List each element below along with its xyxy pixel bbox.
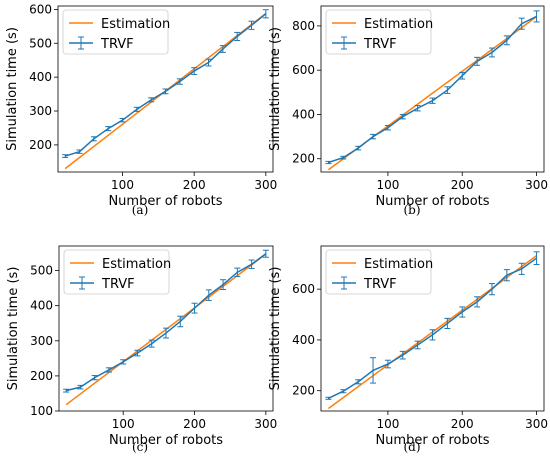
y-tick-label: 400 (292, 107, 315, 121)
legend-label: Estimation (102, 257, 171, 272)
x-axis-label: Number of robots (108, 194, 222, 209)
y-axis-label: Simulation time (s) (268, 267, 283, 391)
x-tick-label: 200 (183, 178, 206, 192)
x-tick-label: 300 (254, 178, 277, 192)
y-tick-label: 100 (30, 404, 53, 418)
panel-caption: (b) (403, 203, 420, 217)
legend: Estimation TRVF (325, 249, 433, 295)
x-axis-label: Number of robots (375, 194, 489, 209)
y-tick-label: 800 (292, 19, 315, 33)
legend-label: TRVF (363, 37, 397, 52)
y-tick-label: 400 (30, 299, 53, 313)
y-tick-label: 600 (29, 2, 52, 16)
y-tick-label: 200 (30, 369, 53, 383)
plot-frame (320, 5, 545, 173)
x-tick-label: 300 (254, 417, 277, 431)
x-tick-label: 100 (112, 417, 135, 431)
plot-frame (57, 5, 274, 173)
x-axis-label: Number of robots (375, 433, 489, 448)
legend-label: TRVF (363, 277, 397, 292)
x-tick-label: 200 (451, 178, 474, 192)
chart-panel: 100 200 300 200 400 600 800 Estimation TRVF Numbe… (268, 5, 548, 217)
legend: Estimation TRVF (62, 9, 170, 55)
y-tick-label: 500 (30, 264, 53, 278)
panel-caption: (a) (132, 203, 149, 217)
x-tick-label: 100 (376, 417, 399, 431)
x-tick-label: 300 (525, 417, 548, 431)
y-axis-label: Simulation time (s) (268, 27, 283, 151)
x-tick-label: 100 (376, 178, 399, 192)
y-axis-label: Simulation time (s) (6, 267, 21, 391)
plot-frame (58, 245, 274, 412)
y-tick-label: 300 (30, 334, 53, 348)
y-axis-label: Simulation time (s) (5, 27, 20, 151)
legend-label: Estimation (364, 17, 433, 32)
x-tick-label: 200 (451, 417, 474, 431)
legend-label: TRVF (101, 277, 135, 292)
x-tick-label: 100 (111, 178, 134, 192)
y-tick-label: 600 (292, 282, 315, 296)
x-axis-label: Number of robots (109, 433, 223, 448)
panel-caption: (d) (403, 440, 420, 454)
panel-caption: (c) (132, 440, 148, 454)
y-tick-label: 600 (292, 63, 315, 77)
chart-panel: 100 200 300 200 400 600 Estimation TRVF Number o… (268, 245, 548, 454)
legend: Estimation TRVF (63, 249, 171, 295)
legend-label: Estimation (364, 257, 433, 272)
y-tick-label: 500 (29, 36, 52, 50)
y-tick-label: 200 (29, 138, 52, 152)
y-tick-label: 400 (292, 333, 315, 347)
y-tick-label: 200 (292, 384, 315, 398)
chart-panel: 100 200 300 200 300 400 500 600 Estimation TRVF Nu… (5, 2, 277, 217)
plot-frame (320, 245, 545, 412)
y-tick-label: 400 (29, 70, 52, 84)
y-tick-label: 200 (292, 152, 315, 166)
x-tick-label: 200 (183, 417, 206, 431)
x-tick-label: 300 (525, 178, 548, 192)
legend-label: Estimation (101, 17, 170, 32)
legend: Estimation TRVF (325, 9, 433, 55)
y-tick-label: 300 (29, 104, 52, 118)
legend-label: TRVF (100, 37, 134, 52)
chart-panel: 100 200 300 100 200 300 400 500 Estimation TRVF Nu… (6, 245, 277, 454)
